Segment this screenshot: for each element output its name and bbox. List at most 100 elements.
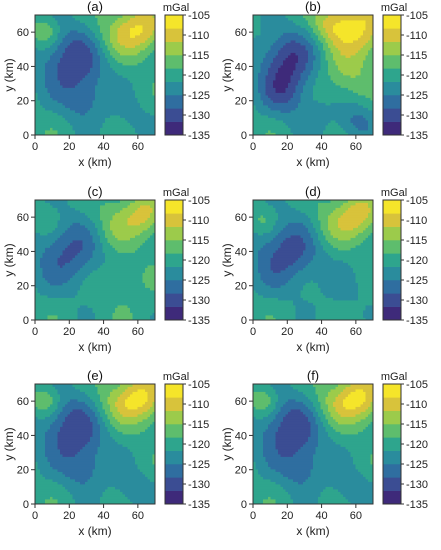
heat-cell bbox=[107, 132, 111, 136]
heat-cell bbox=[298, 100, 301, 103]
heat-cell bbox=[323, 95, 326, 98]
heat-cell bbox=[293, 42, 296, 46]
heat-cell bbox=[52, 105, 56, 108]
heat-cell bbox=[308, 42, 311, 46]
heat-cell bbox=[328, 30, 331, 33]
heat-cell bbox=[368, 117, 371, 121]
heat-cell bbox=[328, 127, 331, 131]
heat-cell bbox=[370, 20, 374, 23]
heat-cell bbox=[253, 107, 256, 111]
heat-cell bbox=[340, 67, 344, 71]
heat-cell bbox=[55, 127, 58, 131]
heat-cell bbox=[253, 62, 256, 66]
heat-cell bbox=[55, 115, 58, 118]
heat-cell bbox=[62, 55, 66, 58]
heat-cell bbox=[365, 117, 369, 121]
heat-cell bbox=[280, 105, 284, 108]
colorbar-segment bbox=[165, 41, 183, 56]
heat-cell bbox=[298, 62, 301, 66]
heat-cell bbox=[303, 50, 306, 53]
heat-cell bbox=[45, 37, 48, 41]
heat-cell bbox=[145, 110, 148, 113]
heat-cell bbox=[303, 40, 306, 43]
heat-cell bbox=[285, 130, 289, 133]
heat-cell bbox=[280, 87, 284, 91]
heat-cell bbox=[328, 112, 331, 116]
heat-cell bbox=[335, 40, 339, 43]
heat-cell bbox=[37, 295, 41, 298]
heat-cell bbox=[102, 37, 106, 41]
heat-cell bbox=[42, 105, 46, 108]
heat-cell bbox=[260, 80, 264, 83]
heat-cell bbox=[325, 72, 329, 76]
heat-cell bbox=[343, 67, 346, 71]
heat-cell bbox=[92, 42, 96, 46]
heat-cell bbox=[140, 125, 143, 128]
heat-cell bbox=[137, 80, 141, 83]
heat-cell bbox=[82, 117, 86, 121]
heat-cell bbox=[275, 117, 279, 121]
heat-cell bbox=[310, 40, 314, 43]
heat-cell bbox=[132, 67, 136, 71]
heat-cell bbox=[47, 50, 51, 53]
heat-cell bbox=[255, 72, 259, 76]
heat-cell bbox=[275, 132, 279, 136]
heat-cell bbox=[45, 42, 48, 46]
heat-cell bbox=[325, 100, 329, 103]
heat-cell bbox=[368, 105, 371, 108]
heat-cell bbox=[47, 92, 51, 96]
heat-cell bbox=[47, 285, 51, 288]
heat-cell bbox=[290, 112, 294, 116]
heat-cell bbox=[343, 62, 346, 66]
heat-cell bbox=[348, 107, 351, 111]
heat-cell bbox=[343, 117, 346, 121]
heat-cell bbox=[343, 45, 346, 48]
heat-cell bbox=[77, 72, 81, 76]
heat-cell bbox=[348, 45, 351, 48]
heat-cell bbox=[57, 57, 61, 61]
heat-cell bbox=[105, 32, 108, 36]
heat-cell bbox=[100, 112, 103, 116]
heat-cell bbox=[72, 122, 76, 126]
heat-cell bbox=[360, 122, 364, 126]
heat-cell bbox=[370, 47, 374, 51]
heat-cell bbox=[353, 60, 356, 63]
heat-cell bbox=[273, 62, 276, 66]
heat-cell bbox=[135, 35, 138, 38]
heat-cell bbox=[57, 97, 61, 101]
heat-cell bbox=[42, 212, 46, 216]
heat-cell bbox=[265, 35, 269, 38]
heat-cell bbox=[67, 110, 71, 113]
heat-cell bbox=[335, 15, 339, 18]
heat-cell bbox=[60, 60, 63, 63]
heat-cell bbox=[37, 77, 41, 81]
heat-cell bbox=[122, 125, 126, 128]
heat-cell bbox=[340, 100, 344, 103]
heat-cell bbox=[145, 95, 148, 98]
heat-cell bbox=[42, 67, 46, 71]
heat-cell bbox=[47, 262, 51, 266]
heat-cell bbox=[100, 120, 103, 123]
heat-cell bbox=[147, 122, 151, 126]
heat-cell bbox=[263, 47, 266, 51]
heat-cell bbox=[340, 30, 344, 33]
heat-cell bbox=[275, 102, 279, 106]
heat-cell bbox=[125, 70, 128, 73]
heat-cell bbox=[315, 52, 319, 56]
heat-cell bbox=[305, 75, 309, 78]
heat-cell bbox=[368, 15, 371, 18]
heat-cell bbox=[42, 205, 46, 208]
heat-cell bbox=[102, 55, 106, 58]
heat-cell bbox=[288, 45, 291, 48]
heat-cell bbox=[77, 80, 81, 83]
heat-cell bbox=[45, 247, 48, 251]
colorbar: mGal-105-110-115-120-125-130-135 bbox=[163, 2, 210, 142]
heat-cell bbox=[122, 115, 126, 118]
heat-cell bbox=[72, 60, 76, 63]
heat-cell bbox=[82, 37, 86, 41]
heat-cell bbox=[47, 317, 51, 321]
heat-cell bbox=[305, 17, 309, 21]
heat-cell bbox=[258, 80, 261, 83]
heat-cell bbox=[90, 60, 93, 63]
heat-cell bbox=[283, 82, 286, 86]
